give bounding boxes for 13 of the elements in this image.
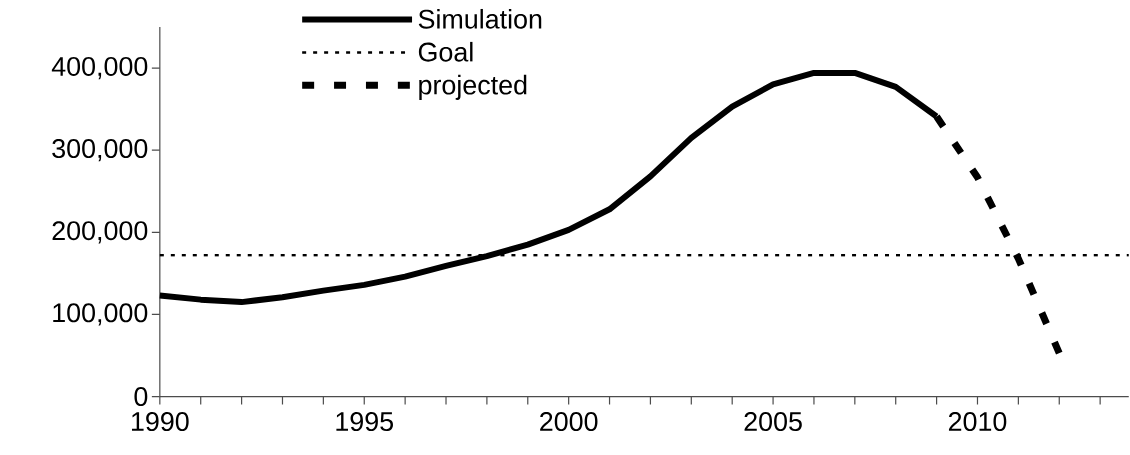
x-tick-label: 2010 [948, 411, 1007, 431]
y-tick-label: 0 [134, 386, 148, 406]
y-tick-label: 400,000 [51, 56, 148, 79]
legend-label: Simulation [418, 8, 542, 29]
legend-label: projected [419, 74, 527, 100]
x-tick-label: 1995 [336, 411, 393, 431]
legend-label: Goal [418, 41, 473, 62]
x-tick-label: 1990 [131, 411, 189, 431]
y-tick-label: 200,000 [52, 220, 148, 244]
y-tick-label: 100,000 [53, 303, 148, 326]
y-tick-label: 300,000 [52, 138, 148, 162]
x-tick-label: 2000 [540, 411, 598, 431]
x-tick-label: 2005 [744, 411, 802, 431]
